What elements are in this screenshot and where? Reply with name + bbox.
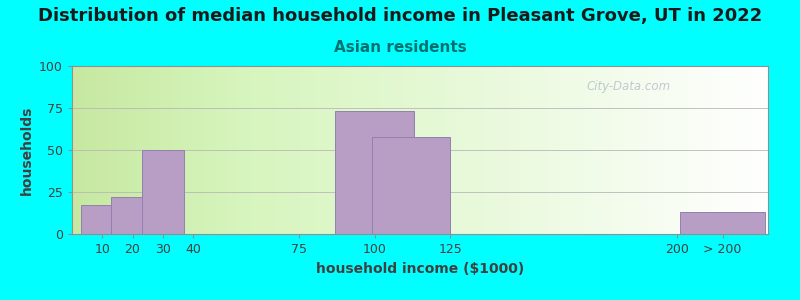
Text: Asian residents: Asian residents bbox=[334, 40, 466, 56]
Bar bbox=[81, 206, 123, 234]
Bar bbox=[371, 136, 450, 234]
Bar bbox=[680, 212, 765, 234]
Text: Distribution of median household income in Pleasant Grove, UT in 2022: Distribution of median household income … bbox=[38, 8, 762, 26]
Bar bbox=[335, 111, 414, 234]
X-axis label: household income ($1000): household income ($1000) bbox=[316, 262, 524, 276]
Bar bbox=[142, 150, 184, 234]
Y-axis label: households: households bbox=[19, 105, 34, 195]
Text: City-Data.com: City-Data.com bbox=[586, 80, 671, 93]
Bar bbox=[111, 197, 154, 234]
